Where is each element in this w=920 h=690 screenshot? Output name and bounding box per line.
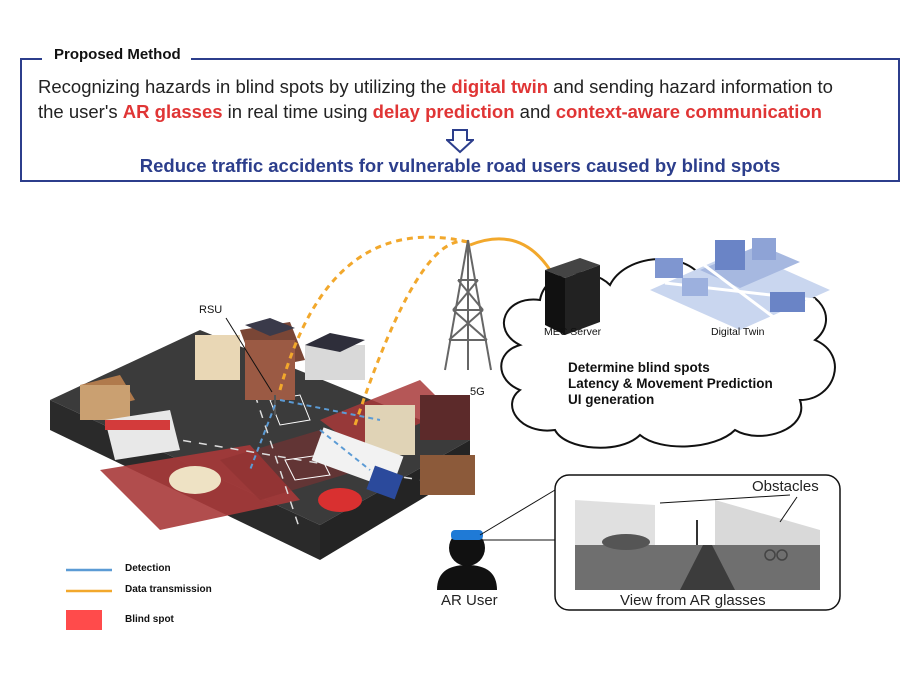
buildings (80, 318, 475, 495)
server-icon (545, 258, 600, 335)
rsu-pointer (225, 317, 273, 393)
legend-blind-spot-swatch (66, 610, 102, 630)
transmission-arc-rsu (278, 235, 469, 391)
line1-text-2: and sending hazard information to (548, 76, 833, 97)
cloud-item: Latency & Movement Prediction (568, 376, 773, 391)
proposed-method-box (20, 58, 900, 182)
transmission-arc-vehicle (353, 239, 469, 426)
detection-line-2 (279, 399, 381, 421)
cloud-item: UI generation (568, 392, 655, 407)
transmission-line-server (469, 237, 552, 271)
cloud-items: Determine blind spots Latency & Movement… (568, 360, 773, 408)
legend-detection-label: Detection (125, 563, 171, 574)
legend-transmission-label: Data transmission (125, 584, 212, 595)
cloud-item: Determine blind spots (568, 360, 710, 375)
description-line-2: the user's AR glasses in real time using… (38, 101, 822, 123)
highlight-context-aware: context-aware communication (555, 101, 822, 122)
digital-twin-city (650, 238, 830, 330)
highlight-delay-prediction: delay prediction (372, 101, 515, 122)
obstacle-pointer-1 (659, 494, 791, 504)
cyclist-icon (764, 549, 776, 561)
ar-user-label: AR User (441, 592, 498, 609)
obstacles-label: Obstacles (752, 478, 819, 495)
detection-line-1 (249, 404, 276, 471)
rsu-label: RSU (199, 304, 223, 316)
ar-view-scene (575, 500, 820, 590)
line1-text-1: Recognizing hazards in blind spots by ut… (38, 76, 452, 97)
line2-text-2: in real time using (222, 101, 373, 122)
car-icon (169, 466, 221, 494)
tower-icon (444, 239, 492, 371)
ar-user-icon (437, 530, 497, 590)
mec-label: MEC Server (544, 326, 602, 338)
red-car-icon (318, 488, 362, 512)
down-arrow-icon (446, 129, 474, 154)
digital-twin-label: Digital Twin (711, 326, 765, 338)
description-line-1: Recognizing hazards in blind spots by ut… (38, 76, 833, 98)
obstacle-pointer-2 (779, 496, 798, 523)
conclusion-text: Reduce traffic accidents for vulnerable … (139, 155, 781, 176)
tower-label: 5G (470, 386, 485, 398)
box-title: Proposed Method (42, 46, 191, 63)
view-label: View from AR glasses (620, 592, 766, 609)
detection-line-3 (319, 429, 371, 471)
line2-text-3: and (514, 101, 556, 122)
car-obstacle-icon (602, 534, 650, 550)
line2-text-1: the user's (38, 101, 123, 122)
connector-top (479, 489, 556, 536)
highlight-ar-glasses: AR glasses (122, 101, 223, 122)
highlight-digital-twin: digital twin (451, 76, 549, 97)
legend-blind-spot-label: Blind spot (125, 614, 174, 625)
